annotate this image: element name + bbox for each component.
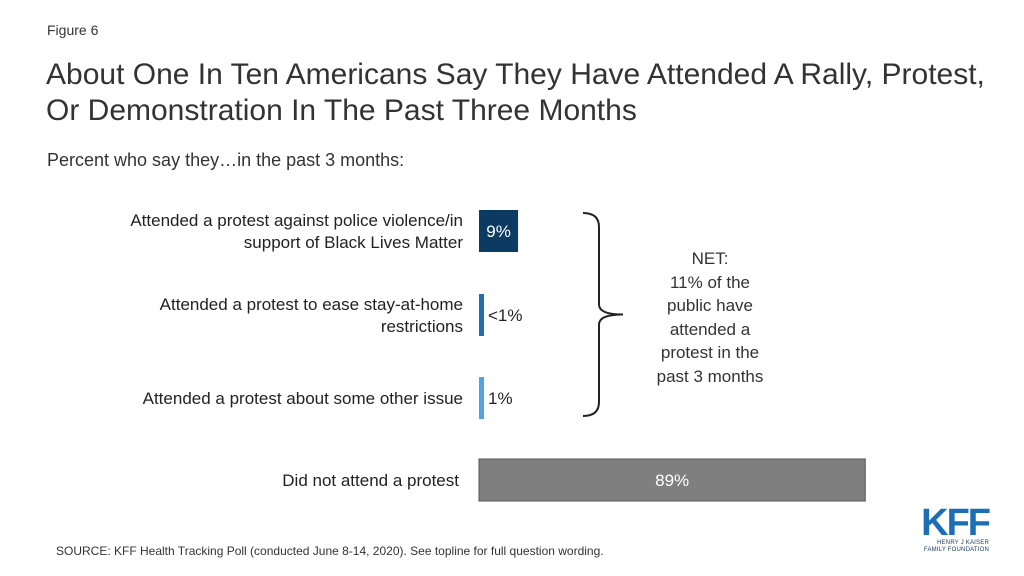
value-label: 9%	[486, 222, 511, 241]
chart-subtitle: Percent who say they…in the past 3 month…	[47, 150, 405, 170]
kff-logo-subtext: FAMILY FOUNDATION	[923, 547, 989, 553]
category-label: Attended a protest against police violen…	[130, 211, 463, 230]
chart-title: About One In Ten Americans Say They Have…	[46, 58, 985, 127]
kff-logo-mark: KFF	[921, 502, 991, 544]
value-label: 89%	[655, 471, 689, 490]
category-label: Attended a protest to ease stay-at-home	[160, 295, 463, 314]
net-annotation-line: NET:	[691, 249, 729, 268]
figure-label: Figure 6	[47, 22, 99, 38]
source-note: SOURCE: KFF Health Tracking Poll (conduc…	[56, 544, 604, 558]
kff-logo-subtext: HENRY J KAISER	[937, 540, 989, 546]
category-label: restrictions	[381, 317, 463, 336]
net-annotation: NET: 11% of the public have attended a p…	[630, 247, 790, 388]
net-annotation-line: attended a	[669, 319, 751, 339]
group-brace	[582, 212, 624, 417]
kff-logo: KFF HENRY J KAISER FAMILY FOUNDATION	[913, 502, 991, 558]
bar	[478, 458, 866, 502]
value-label: <1%	[488, 306, 523, 325]
net-annotation-line: past 3 months	[656, 366, 764, 386]
category-label: Attended a protest about some other issu…	[143, 389, 463, 408]
category-label: Did not attend a protest	[282, 471, 459, 490]
value-label: 1%	[488, 389, 513, 408]
category-label: support of Black Lives Matter	[244, 233, 464, 252]
net-annotation-line: protest in the	[660, 343, 760, 362]
bar	[479, 294, 484, 336]
bar	[479, 210, 519, 252]
net-annotation-line: public have	[666, 296, 753, 315]
net-annotation-line: 11% of the	[669, 272, 751, 292]
bar	[479, 377, 484, 419]
